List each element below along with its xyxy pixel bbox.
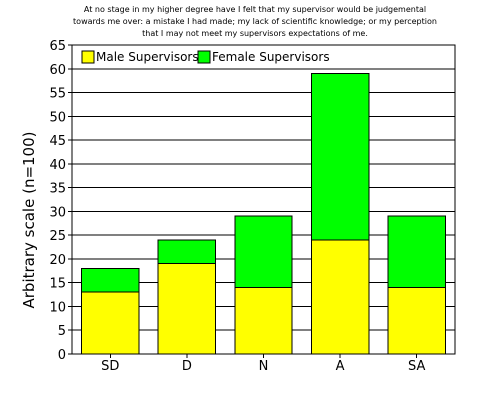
y-axis-title: Arbitrary scale (n=100) xyxy=(20,132,38,309)
y-tick-label: 0 xyxy=(58,348,66,363)
y-tick-label: 15 xyxy=(49,277,66,292)
axes xyxy=(68,44,456,358)
legend-swatch xyxy=(81,50,95,64)
chart-title-line-3: that I may not meet my supervisors expec… xyxy=(142,29,368,38)
legend-label: Female Supervisors xyxy=(212,50,330,64)
y-tick-labels: 0 5 10 15 20 25 30 35 40 45 50 55 60 65 xyxy=(49,39,66,363)
bars xyxy=(81,73,446,355)
bar-d-series-1 xyxy=(157,263,217,355)
y-tick-label: 5 xyxy=(58,324,66,339)
y-tick-label: 65 xyxy=(49,39,66,54)
bar-sa-series-2 xyxy=(387,215,446,288)
chart-title-line-1: At no stage in my higher degree have I f… xyxy=(84,5,426,14)
bar-n-series-1 xyxy=(234,286,293,355)
y-tick-label: 35 xyxy=(49,182,66,197)
y-tick-label: 50 xyxy=(49,110,66,125)
x-tick-label: A xyxy=(336,359,345,374)
y-tick-label: 40 xyxy=(49,158,66,173)
bar-a-series-1 xyxy=(310,239,370,355)
x-tick-label: SA xyxy=(408,359,425,374)
legend-background xyxy=(75,48,452,68)
y-tick-label: 10 xyxy=(49,300,66,315)
x-tick-label: N xyxy=(259,359,269,374)
plot-frame xyxy=(71,44,456,355)
legend-swatch xyxy=(197,50,211,64)
bar-sd-series-2 xyxy=(81,267,140,293)
y-tick-label: 45 xyxy=(49,134,66,149)
y-tick-label: 60 xyxy=(49,63,66,78)
y-tick-label: 25 xyxy=(49,229,66,244)
bar-sd-series-1 xyxy=(81,291,140,355)
legend: Male Supervisors Female Supervisors xyxy=(75,48,452,68)
y-tick-label: 55 xyxy=(49,87,66,102)
x-tick-label: SD xyxy=(101,359,119,374)
x-tick-labels: SD D N A SA xyxy=(101,359,425,374)
chart-title-line-2: towards me over: a mistake I had made; m… xyxy=(73,17,437,26)
chart-title: At no stage in my higher degree have I f… xyxy=(73,5,437,38)
x-tick-label: D xyxy=(182,359,192,374)
bar-n-series-2 xyxy=(234,215,293,288)
legend-label: Male Supervisors xyxy=(96,50,199,64)
y-tick-label: 20 xyxy=(49,253,66,268)
y-tick-label: 30 xyxy=(49,205,66,220)
bar-sa-series-1 xyxy=(387,286,446,355)
bar-d-series-2 xyxy=(157,239,217,265)
bar-a-series-2 xyxy=(310,73,370,241)
